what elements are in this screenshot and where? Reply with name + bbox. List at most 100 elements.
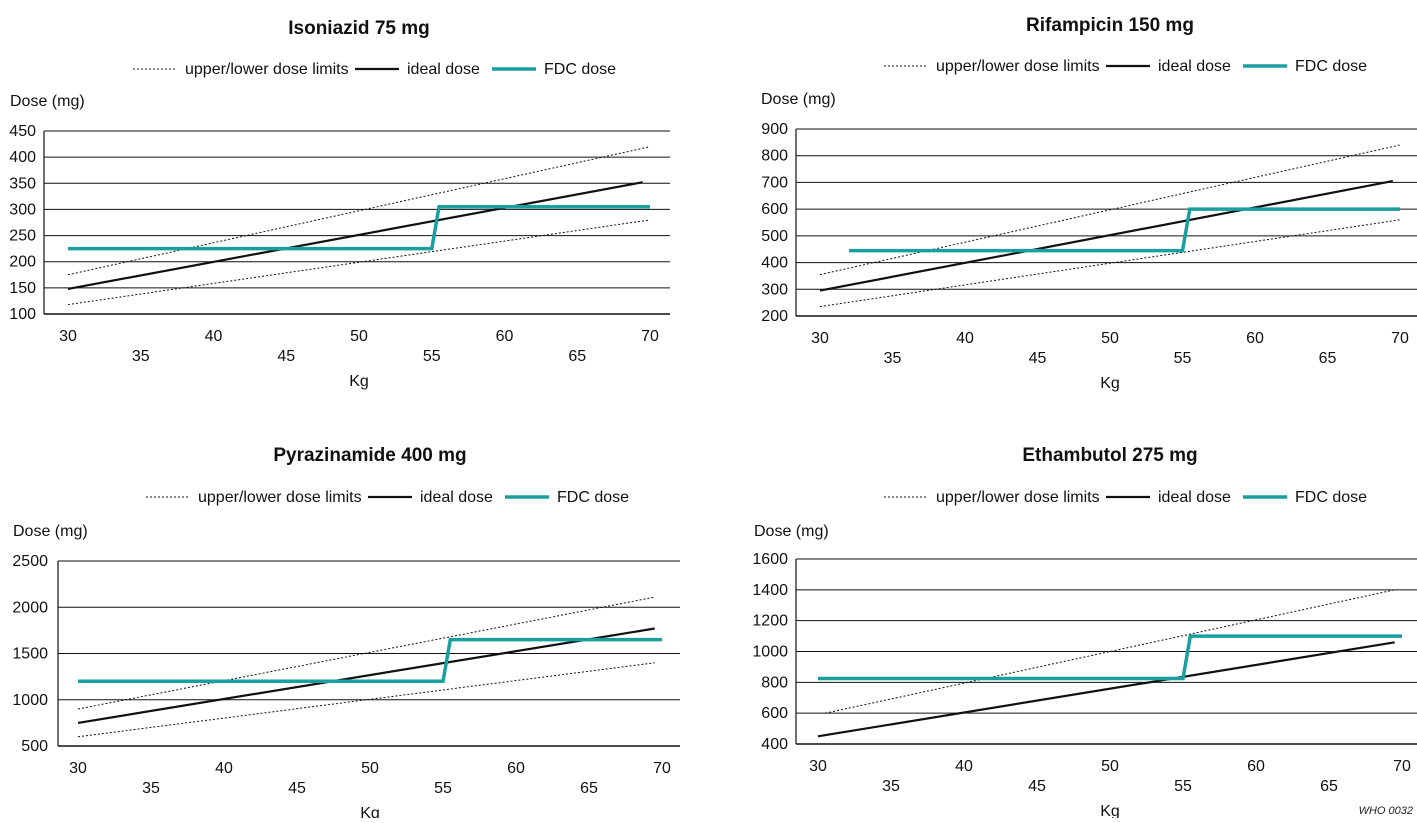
x-tick-label: 65 — [1319, 350, 1337, 367]
x-tick-label: 70 — [653, 760, 671, 777]
chart-4: Ethambutol 275 mg upper/lower dose limits… — [752, 445, 1417, 820]
x-tick-label: 55 — [423, 348, 441, 365]
x-tick-label: 45 — [1029, 350, 1047, 367]
x-tick-label: 50 — [361, 760, 379, 777]
series-dose-limit-line — [67, 146, 651, 276]
series-ideal-dose-line — [67, 181, 643, 290]
y-tick-label: 1500 — [12, 646, 48, 663]
legend-label-ideal: ideal dose — [1158, 489, 1231, 506]
series-dose-limit-line — [77, 596, 655, 710]
x-tick-label: 40 — [205, 328, 223, 345]
x-tick-label: 55 — [1174, 778, 1192, 795]
series-fdc-dose-line — [818, 634, 1402, 681]
y-tick-label: 2500 — [12, 553, 48, 570]
x-tick-label: 30 — [59, 328, 77, 345]
series-ideal-dose-line — [819, 180, 1394, 292]
y-tick-label: 400 — [9, 149, 36, 166]
x-axis-label: Kg — [1100, 803, 1120, 818]
chart-3: Pyrazinamide 400 mg upper/lower dose limi… — [12, 445, 680, 822]
x-tick-label: 45 — [277, 348, 295, 365]
chart-1: Isoniazid 75 mg upper/lower dose limits id… — [9, 18, 670, 390]
series-dose-limit-line — [819, 144, 1401, 276]
x-tick-label: 30 — [809, 758, 827, 775]
x-tick-label: 60 — [507, 760, 525, 777]
y-tick-label: 1000 — [752, 644, 788, 661]
x-tick-label: 55 — [1174, 350, 1192, 367]
x-tick-label: 35 — [142, 780, 160, 797]
series-ideal-dose-line — [817, 641, 1395, 738]
chart-title: Ethambutol 275 mg — [1022, 445, 1197, 466]
y-tick-label: 150 — [9, 280, 36, 297]
legend-label-fdc: FDC dose — [557, 489, 629, 506]
x-axis-label: Kg — [1100, 375, 1120, 392]
y-tick-label: 600 — [761, 705, 788, 722]
y-tick-label: 600 — [761, 201, 788, 218]
x-tick-label: 40 — [955, 758, 973, 775]
y-tick-label: 250 — [9, 228, 36, 245]
legend-label-fdc: FDC dose — [1295, 58, 1367, 75]
x-tick-label: 45 — [1028, 778, 1046, 795]
chart-title: Rifampicin 150 mg — [1026, 15, 1194, 36]
legend-label-ideal: ideal dose — [1158, 58, 1231, 75]
chart-title: Isoniazid 75 mg — [288, 18, 429, 39]
series-dose-limit-line — [819, 219, 1401, 308]
series-dose-limit-line — [825, 589, 1395, 714]
series-fdc-dose-line — [68, 205, 650, 251]
y-tick-label: 200 — [761, 308, 788, 325]
x-tick-label: 40 — [215, 760, 233, 777]
x-tick-label: 50 — [350, 328, 368, 345]
chart-legend: upper/lower dose limits ideal dose FDC dos… — [884, 489, 1367, 506]
y-tick-label: 450 — [9, 123, 36, 140]
chart-legend: upper/lower dose limits ideal dose FDC dos… — [884, 58, 1367, 75]
y-tick-label: 800 — [761, 148, 788, 165]
y-tick-label: 300 — [761, 281, 788, 298]
y-tick-label: 700 — [761, 174, 788, 191]
y-tick-label: 400 — [761, 736, 788, 753]
y-tick-label: 900 — [761, 121, 788, 138]
x-tick-label: 60 — [1247, 758, 1265, 775]
series-ideal-dose-line — [77, 627, 655, 724]
legend-label-limits: upper/lower dose limits — [198, 489, 362, 506]
y-tick-label: 400 — [761, 255, 788, 272]
y-tick-label: 1400 — [752, 582, 788, 599]
x-tick-label: 35 — [882, 778, 900, 795]
y-tick-label: 500 — [761, 228, 788, 245]
series-fdc-dose-line — [849, 207, 1400, 253]
legend-label-fdc: FDC dose — [1295, 489, 1367, 506]
series-fdc-dose-line — [78, 637, 662, 684]
legend-label-ideal: ideal dose — [420, 489, 493, 506]
y-tick-label: 1000 — [12, 692, 48, 709]
x-tick-label: 70 — [1391, 330, 1409, 347]
y-tick-label: 300 — [9, 201, 36, 218]
series-dose-limit-line — [77, 662, 655, 738]
x-tick-label: 65 — [580, 780, 598, 797]
x-tick-label: 45 — [288, 780, 306, 797]
x-tick-label: 35 — [132, 348, 150, 365]
legend-label-limits: upper/lower dose limits — [936, 489, 1100, 506]
series-dose-limit-line — [67, 219, 651, 306]
y-tick-label: 1600 — [752, 551, 788, 568]
y-axis-label: Dose (mg) — [13, 523, 88, 540]
x-tick-label: 60 — [1246, 330, 1264, 347]
y-tick-label: 200 — [9, 254, 36, 271]
x-tick-label: 50 — [1101, 758, 1119, 775]
x-tick-label: 65 — [568, 348, 586, 365]
x-tick-label: 70 — [1393, 758, 1411, 775]
y-axis-label: Dose (mg) — [761, 91, 836, 108]
x-tick-label: 70 — [641, 328, 659, 345]
y-tick-label: 100 — [9, 306, 36, 323]
x-tick-label: 55 — [434, 780, 452, 797]
y-tick-label: 2000 — [12, 599, 48, 616]
x-tick-label: 50 — [1101, 330, 1119, 347]
figure-credit: WHO 0032 — [1358, 805, 1413, 817]
chart-title: Pyrazinamide 400 mg — [273, 445, 466, 466]
x-tick-label: 65 — [1320, 778, 1338, 795]
y-axis-label: Dose (mg) — [754, 523, 829, 540]
legend-label-ideal: ideal dose — [407, 61, 480, 78]
y-tick-label: 500 — [21, 738, 48, 755]
legend-label-limits: upper/lower dose limits — [185, 61, 349, 78]
x-tick-label: 30 — [811, 330, 829, 347]
x-tick-label: 30 — [69, 760, 87, 777]
